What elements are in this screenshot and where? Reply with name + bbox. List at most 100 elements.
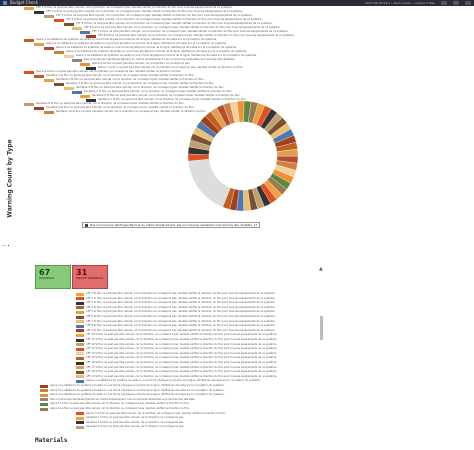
legend-item[interactable]: Sanitaire 6 Si flux ne peut pas être cal… bbox=[80, 94, 240, 98]
list-item[interactable]: CFF 3 Si flux na post pas être calculé, … bbox=[76, 301, 275, 305]
list-scrollbar[interactable] bbox=[320, 316, 323, 340]
legend-item[interactable]: CFF 7 Si flux na post pas être calculé, … bbox=[80, 30, 289, 34]
list-item-label: CFF 18 Si flux na post pas être calculé,… bbox=[86, 370, 278, 374]
legend-item[interactable]: Gaine 1 Le débiteurs du système recueill… bbox=[24, 38, 217, 42]
legend-item[interactable]: CFF 3 Si flux na post pas être calculé, … bbox=[44, 14, 253, 18]
list-item[interactable]: Gaine 5 Le flux ne peut pas être calculé… bbox=[40, 402, 190, 406]
legend-label: CFF 3 Si flux na post pas être calculé, … bbox=[56, 14, 253, 17]
legend-label: Des occurrences identiques figurent au m… bbox=[84, 58, 235, 61]
legend-item[interactable]: Sanitaire 2 Si flux ne peut pas être cal… bbox=[44, 78, 204, 82]
legend-item[interactable]: Sanitaire 4 Si flux ne peut pas être cal… bbox=[64, 86, 224, 90]
list-item[interactable]: Gaine 6 Le flux ne peut pas être calculé… bbox=[40, 407, 190, 411]
legend-item[interactable]: CFF 2 Si flux na post pas être calculé, … bbox=[34, 10, 243, 14]
scroll-up-icon[interactable]: ▲ bbox=[319, 266, 323, 272]
list-item-swatch bbox=[76, 421, 84, 425]
legend-item[interactable]: Sanitaire 10 Si flux ne peut pas être ca… bbox=[44, 110, 206, 114]
list-item[interactable]: Gaine 2 Le débiteurs du système recueill… bbox=[40, 384, 224, 388]
list-item[interactable]: Gaine 4 Le débiteurs du système recueill… bbox=[40, 393, 224, 397]
list-item[interactable]: CFF 11 Si flux na post pas être calculé,… bbox=[76, 338, 277, 342]
list-item[interactable]: CFF 13 Si flux na post pas être calculé,… bbox=[76, 347, 277, 351]
legend-item[interactable]: Gaine 6 Le flux ne peut pas être calculé… bbox=[80, 62, 190, 66]
unique-warnings-card: 31 UNIQUE WARNINGS bbox=[72, 265, 108, 289]
maximize-button[interactable] bbox=[453, 1, 459, 5]
list-item[interactable]: Gaine 7 Le flux ne peut pas être calculé… bbox=[76, 412, 226, 416]
legend-item[interactable]: Sanitaire 3 Si flux ne peut pas être cal… bbox=[54, 82, 214, 86]
legend-item[interactable]: Gaine 2 Le débiteurs du système recueill… bbox=[34, 42, 227, 46]
list-item[interactable]: Sanitaire 2 Si flux ne peut pas être cal… bbox=[76, 421, 184, 425]
list-item[interactable]: CFF 2 Si flux na post pas être calculé, … bbox=[76, 297, 275, 301]
legend-item[interactable]: Gaine 5 Le débiteurs du système recueill… bbox=[64, 54, 257, 58]
list-item-swatch bbox=[76, 324, 84, 328]
legend-label: Sanitaire 1 Si flux ne peut pas être cal… bbox=[46, 74, 195, 77]
list-item-label: CFF 9 Si flux na post pas être calculé, … bbox=[86, 328, 276, 332]
legend-swatch bbox=[80, 94, 90, 98]
legend-item[interactable]: CFF 5 Si flux na post pas être calculé, … bbox=[64, 22, 273, 26]
legend-item[interactable]: Sanitaire 5 Si flux ne peut pas être cal… bbox=[72, 90, 232, 94]
legend-swatch bbox=[72, 26, 82, 30]
list-item-swatch bbox=[76, 292, 84, 296]
list-item[interactable]: CFF 8 Si flux na post pas être calculé, … bbox=[76, 324, 275, 328]
side-marker: — • bbox=[2, 243, 10, 248]
donut-slice[interactable] bbox=[188, 158, 231, 208]
legend-swatch bbox=[24, 102, 34, 106]
list-item[interactable]: CFF 18 Si flux na post pas être calculé,… bbox=[76, 370, 277, 374]
legend-item[interactable]: CFF 4 Si flux na post pas être calculé, … bbox=[54, 18, 263, 22]
legend-label: CFF 8 Si flux na post pas être calculé, … bbox=[98, 34, 295, 37]
list-item-swatch bbox=[76, 370, 84, 374]
legend-label: Sanitaire 10 Si flux ne peut pas être ca… bbox=[56, 110, 207, 113]
legend-item[interactable]: Sanitaire 9 Si flux ne peut pas être cal… bbox=[34, 106, 194, 110]
legend-label: Gaine 4 Le débiteurs du système recueill… bbox=[66, 50, 247, 53]
legend-item[interactable]: Des occurrences identiques figurent au m… bbox=[72, 58, 235, 62]
legend-item[interactable]: Gaine 7 Le flux ne peut pas être calculé… bbox=[86, 66, 243, 70]
list-item-swatch bbox=[76, 315, 84, 319]
list-item[interactable]: Sanitaire 3 Si flux ne peut pas être cal… bbox=[76, 425, 184, 429]
legend-item[interactable]: Gaine 8 Le flux ne peut pas être calculé… bbox=[24, 70, 181, 74]
legend-label: Gaine 6 Le flux ne peut pas être calculé… bbox=[92, 62, 191, 65]
legend-item[interactable]: Sanitaire 8 Si flux ne peut pas être cal… bbox=[24, 102, 184, 106]
legend-swatch bbox=[34, 42, 44, 46]
list-item-label: CFF 12 Si flux na post pas être calculé,… bbox=[86, 342, 278, 346]
list-item[interactable]: CFF 6 Si flux na post pas être calculé, … bbox=[76, 315, 275, 319]
list-item[interactable]: Gaine 1 Le débiteurs du système recueill… bbox=[76, 379, 260, 383]
list-item[interactable]: CFF 4 Si flux na post pas être calculé, … bbox=[76, 306, 275, 310]
list-item-label: CFF 5 Si flux na post pas être calculé, … bbox=[86, 310, 276, 314]
list-item-label: Des occurrences identiques figurent au m… bbox=[50, 397, 196, 401]
list-item[interactable]: CFF 7 Si flux na post pas être calculé, … bbox=[76, 320, 275, 324]
minimize-button[interactable] bbox=[441, 1, 447, 5]
list-item[interactable]: CFF 17 Si flux na post pas être calculé,… bbox=[76, 366, 277, 370]
list-item-label: CFF 4 Si flux na post pas être calculé, … bbox=[86, 305, 276, 309]
list-item-label: CFF 8 Si flux na post pas être calculé, … bbox=[86, 324, 276, 328]
legend-item[interactable]: Sanitaire 1 Si flux ne peut pas être cal… bbox=[34, 74, 194, 78]
list-item-swatch bbox=[76, 356, 84, 360]
legend-item[interactable]: CFF 1 Si flux na post pas être calculé, … bbox=[24, 6, 233, 10]
unique-warnings-value: 31 bbox=[76, 268, 88, 277]
legend-swatch bbox=[54, 82, 64, 86]
list-item[interactable]: CFF 15 Si flux na post pas être calculé,… bbox=[76, 356, 277, 360]
list-item[interactable]: Sanitaire 1 Si flux ne peut pas être cal… bbox=[76, 416, 184, 420]
unique-warnings-label: UNIQUE WARNINGS bbox=[76, 276, 104, 280]
list-item[interactable]: CFF 12 Si flux na post pas être calculé,… bbox=[76, 343, 277, 347]
legend-item[interactable]: Gaine 4 Le débiteurs du système recueill… bbox=[54, 50, 247, 54]
list-item[interactable]: CFF 5 Si flux na post pas être calculé, … bbox=[76, 310, 275, 314]
list-item[interactable]: CFF 10 Si flux na post pas être calculé,… bbox=[76, 333, 277, 337]
warnings-count-label: WARNINGS bbox=[39, 276, 55, 280]
list-item-swatch bbox=[76, 347, 84, 351]
close-button[interactable] bbox=[465, 1, 471, 5]
legend-item[interactable]: Gaine 3 Le débiteurs du système recueill… bbox=[44, 46, 237, 50]
legend-item[interactable]: CFF 6 Si flux na post pas être calculé, … bbox=[72, 26, 281, 30]
list-item[interactable]: CFF 1 Si flux na post pas être calculé, … bbox=[76, 292, 275, 296]
legend-item[interactable]: CFF 8 Si flux na post pas être calculé, … bbox=[86, 34, 295, 38]
list-item[interactable]: CFF 9 Si flux na post pas être calculé, … bbox=[76, 329, 275, 333]
list-item[interactable]: Des occurrences identiques figurent au m… bbox=[40, 398, 195, 402]
list-item[interactable]: CFF 16 Si flux na post pas être calculé,… bbox=[76, 361, 277, 365]
list-item[interactable]: Gaine 3 Le débiteurs du système recueill… bbox=[40, 389, 224, 393]
donut-slice[interactable] bbox=[222, 187, 235, 210]
list-item[interactable]: CFF 14 Si flux na post pas être calculé,… bbox=[76, 352, 277, 356]
list-item[interactable]: CFF 19 Si flux na post pas être calculé,… bbox=[76, 375, 277, 379]
legend-swatch bbox=[64, 86, 74, 90]
list-item-swatch bbox=[76, 338, 84, 342]
legend-item[interactable]: Sanitaire 7 Si flux ne peut pas être cal… bbox=[86, 98, 246, 102]
list-item-swatch bbox=[76, 343, 84, 347]
window-title: Budget Check bbox=[10, 0, 38, 5]
list-item-label: CFF 15 Si flux na post pas être calculé,… bbox=[86, 356, 278, 360]
